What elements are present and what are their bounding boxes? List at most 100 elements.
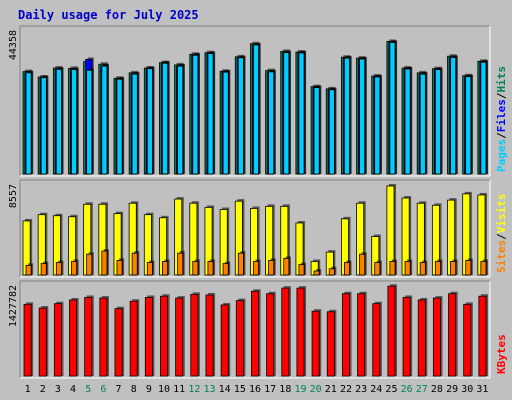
- pages-bar-2: [40, 77, 47, 175]
- pages-bar-1: [25, 72, 32, 175]
- day-label-30: 30: [461, 384, 473, 395]
- day-label-11: 11: [173, 384, 185, 395]
- sites-bar-6: [101, 250, 108, 276]
- day-label-29: 29: [446, 384, 458, 395]
- day-label-19: 19: [294, 384, 306, 395]
- pages-bar-17: [268, 71, 275, 175]
- day-label-25: 25: [385, 384, 397, 395]
- legend-separator: /: [495, 233, 508, 240]
- sites-bar-26: [404, 261, 411, 276]
- kbytes-bar-30: [463, 303, 472, 377]
- panel-2-legend: KBytes: [495, 334, 508, 374]
- pages-bar-18: [283, 52, 290, 175]
- pages-bar-13: [207, 53, 214, 175]
- sites-bar-31: [480, 261, 487, 276]
- day-label-17: 17: [264, 384, 276, 395]
- sites-bar-21: [328, 268, 335, 276]
- sites-bar-14: [222, 263, 229, 276]
- pages-bar-3: [55, 68, 62, 175]
- kbytes-bar-7: [114, 308, 123, 377]
- day-label-10: 10: [158, 384, 170, 395]
- sites-bar-29: [450, 261, 457, 276]
- kbytes-bar-5: [84, 297, 93, 377]
- kbytes-bar-11: [175, 297, 184, 377]
- day-label-4: 4: [70, 384, 76, 395]
- day-label-27: 27: [416, 384, 428, 395]
- kbytes-bar-28: [432, 297, 441, 377]
- pages-bar-11: [177, 65, 184, 175]
- pages-bar-29: [450, 57, 457, 175]
- pages-bar-20: [313, 87, 320, 175]
- sites-bar-25: [389, 261, 396, 276]
- day-label-18: 18: [279, 384, 291, 395]
- panel-1-legend: Sites/Visits: [495, 194, 508, 274]
- pages-bar-24: [374, 76, 381, 175]
- day-label-2: 2: [40, 384, 46, 395]
- legend-separator: /: [495, 132, 508, 139]
- sites-bar-18: [283, 257, 290, 276]
- sites-bar-19: [298, 264, 305, 276]
- day-label-23: 23: [355, 384, 367, 395]
- day-label-5: 5: [85, 384, 91, 395]
- kbytes-bar-29: [448, 293, 457, 377]
- sites-bar-24: [374, 262, 381, 276]
- sites-bar-11: [177, 252, 184, 276]
- pages-bar-15: [237, 57, 244, 175]
- kbytes-bar-3: [53, 303, 62, 377]
- legend-files: Files: [495, 99, 508, 132]
- sites-bar-22: [343, 262, 350, 276]
- day-label-9: 9: [146, 384, 152, 395]
- kbytes-bar-18: [281, 287, 290, 377]
- kbytes-bar-23: [357, 293, 366, 377]
- kbytes-bar-25: [387, 285, 396, 377]
- pages-bar-16: [253, 44, 259, 175]
- kbytes-bar-21: [326, 311, 335, 377]
- pages-bar-12: [192, 54, 199, 175]
- kbytes-bar-14: [220, 304, 229, 377]
- pages-bar-5: [86, 69, 93, 175]
- sites-bar-7: [116, 260, 123, 276]
- pages-bar-6: [101, 65, 108, 175]
- pages-bar-4: [71, 69, 78, 175]
- kbytes-bar-4: [69, 299, 78, 377]
- day-label-28: 28: [431, 384, 443, 395]
- sites-bar-8: [131, 252, 138, 276]
- sites-bar-15: [237, 252, 244, 276]
- kbytes-bar-1: [23, 303, 32, 377]
- day-label-26: 26: [401, 384, 413, 395]
- legend-visits: Visits: [495, 194, 508, 234]
- legend-sites: Sites: [495, 240, 508, 273]
- kbytes-bar-12: [190, 293, 199, 377]
- pages-bar-10: [162, 62, 169, 175]
- day-label-31: 31: [476, 384, 488, 395]
- legend-kbytes: KBytes: [495, 334, 508, 374]
- kbytes-bar-17: [266, 293, 275, 377]
- day-label-13: 13: [203, 384, 215, 395]
- kbytes-bar-9: [144, 297, 153, 377]
- pages-bar-23: [359, 58, 366, 175]
- sites-bar-16: [253, 261, 259, 276]
- panel-0-max-label: 44358: [8, 30, 19, 60]
- sites-bar-4: [71, 261, 78, 276]
- pages-bar-31: [480, 61, 487, 175]
- kbytes-bar-10: [160, 295, 169, 377]
- day-label-14: 14: [219, 384, 231, 395]
- panel-0-legend: Pages/Files/Hits: [495, 66, 508, 172]
- kbytes-bar-19: [296, 287, 305, 377]
- kbytes-bar-22: [341, 293, 350, 377]
- pages-bar-25: [389, 42, 396, 175]
- kbytes-bar-20: [311, 310, 320, 377]
- pages-bar-14: [222, 71, 229, 175]
- sites-bar-1: [25, 264, 32, 276]
- sites-bar-13: [207, 261, 214, 276]
- chart-title: Daily usage for July 2025: [18, 8, 199, 22]
- pages-bar-22: [343, 57, 350, 175]
- kbytes-bar-15: [235, 300, 244, 377]
- kbytes-bar-6: [99, 297, 108, 377]
- day-label-24: 24: [370, 384, 382, 395]
- sites-bar-2: [40, 263, 47, 276]
- sites-bar-5: [86, 253, 93, 276]
- sites-bar-30: [465, 260, 472, 276]
- pages-bar-21: [328, 89, 335, 175]
